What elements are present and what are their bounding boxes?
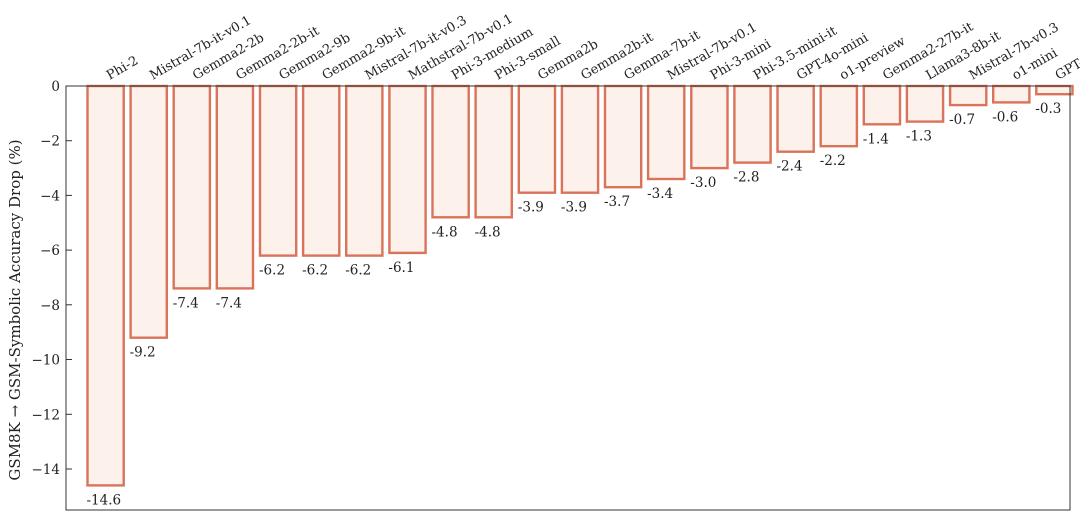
value-label: -3.9 bbox=[518, 200, 544, 216]
value-label: -4.8 bbox=[475, 224, 501, 240]
value-label: -6.2 bbox=[302, 263, 328, 279]
value-label: -14.6 bbox=[87, 492, 122, 508]
bar-o1-mini bbox=[992, 84, 1031, 104]
bar-phi-3-medium bbox=[431, 84, 470, 219]
value-label: -2.4 bbox=[777, 159, 803, 175]
value-label: -0.3 bbox=[1035, 101, 1061, 117]
axes-layer bbox=[65, 85, 1071, 511]
bar-mistral-7b-v0-1 bbox=[646, 84, 686, 181]
y-tick-label: −6 bbox=[40, 243, 60, 259]
y-tick-label: −14 bbox=[32, 462, 61, 478]
category-label: GPT-4o bbox=[1053, 47, 1080, 83]
value-label: -0.6 bbox=[992, 109, 1018, 125]
category-label: Phi-2 bbox=[104, 53, 141, 83]
value-label: -6.2 bbox=[345, 263, 371, 279]
y-tick-label: −8 bbox=[40, 298, 60, 314]
bars-layer bbox=[86, 84, 1074, 487]
y-tick-label: −2 bbox=[40, 134, 60, 150]
value-label: -9.2 bbox=[130, 345, 156, 361]
value-label: -7.4 bbox=[216, 295, 242, 311]
value-label: -3.7 bbox=[604, 194, 630, 210]
bar-gemma2-2b-it bbox=[215, 84, 255, 290]
y-tick-label: −10 bbox=[32, 353, 61, 369]
plot-frame bbox=[65, 85, 1071, 511]
bar-mistral-7b-v0-3 bbox=[948, 84, 988, 107]
bar-mistral-7b-it-v0-1 bbox=[129, 84, 169, 339]
value-labels: -14.6 -9.2 -7.4 -7.4 -6.2 -6.2 -6.2 -6.1 -4.8 -4.… bbox=[87, 101, 1062, 508]
bar-phi-3-5-mini-it bbox=[733, 84, 772, 164]
bar-gpt-4o bbox=[1035, 84, 1074, 96]
bar-o1-preview bbox=[819, 84, 859, 148]
bar-gemma2b bbox=[517, 84, 557, 194]
y-axis-ticks: 0 −2 −4 −6 −8 −10 −12 −14 bbox=[32, 79, 72, 478]
bar-gemma2-2b bbox=[172, 84, 212, 290]
value-label: -2.8 bbox=[733, 170, 759, 186]
y-tick-label: −12 bbox=[32, 407, 61, 423]
category-labels: Phi-2 Mistral-7b-it-v0.1Gemma2-2bGemma2-2… bbox=[104, 11, 1080, 83]
y-tick-label: 0 bbox=[51, 79, 60, 95]
bar-gpt-4o-mini bbox=[776, 84, 815, 153]
value-label: -7.4 bbox=[173, 295, 199, 311]
bar-gemma2b-it bbox=[560, 84, 600, 194]
value-label: -6.2 bbox=[259, 263, 285, 279]
value-label: -4.8 bbox=[432, 224, 458, 240]
bar-gemma2-9b bbox=[258, 84, 298, 257]
bar-gemma2-9b-it bbox=[301, 84, 341, 257]
value-label: -6.1 bbox=[388, 260, 414, 276]
bar-mathstral-7b-v0-1 bbox=[388, 84, 427, 255]
bar-mistral-7b-it-v0-3 bbox=[345, 84, 384, 257]
value-label: -0.7 bbox=[949, 112, 975, 128]
value-label: -1.3 bbox=[906, 129, 932, 145]
bar-gemma2-27b-it bbox=[862, 84, 902, 126]
value-label: -3.4 bbox=[647, 186, 673, 202]
y-axis-title: GSM8K → GSM-Symbolic Accuracy Drop (%) bbox=[6, 139, 24, 480]
y-tick-label: −4 bbox=[40, 188, 60, 204]
value-label: -3.9 bbox=[561, 200, 587, 216]
bar-llama3-8b-it bbox=[905, 84, 945, 123]
bar-phi-2 bbox=[86, 84, 125, 487]
bar-gemma-7b-it bbox=[603, 84, 643, 189]
bar-phi-3-mini bbox=[690, 84, 729, 170]
value-label: -3.0 bbox=[690, 175, 716, 191]
value-label: -1.4 bbox=[863, 131, 889, 147]
bar-phi-3-small bbox=[474, 84, 514, 219]
value-label: -2.2 bbox=[820, 153, 846, 169]
